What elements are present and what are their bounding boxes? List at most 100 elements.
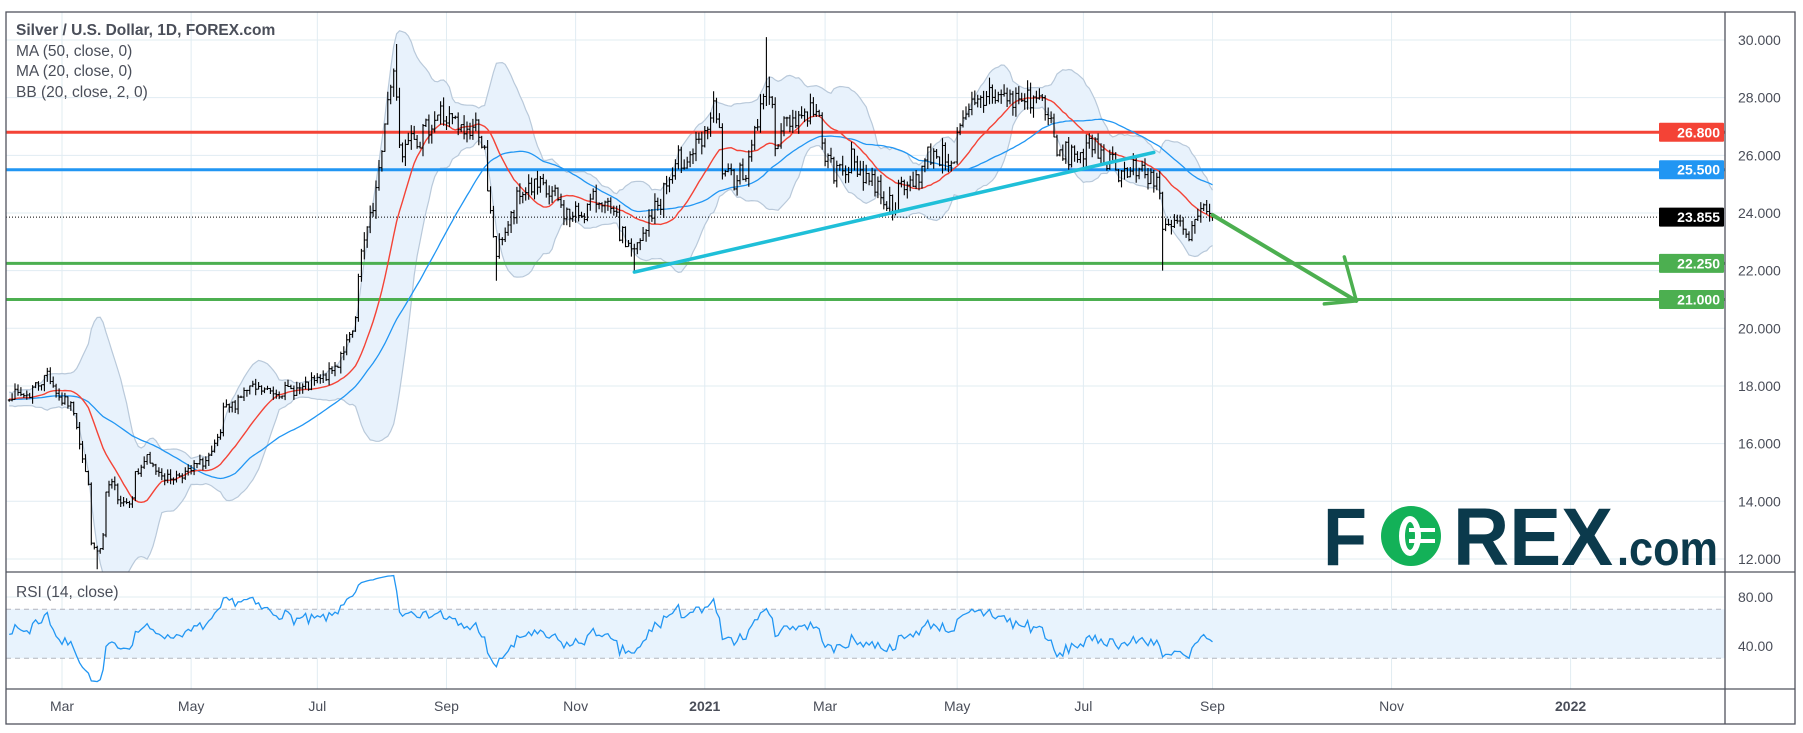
level-badge-bg (1659, 253, 1724, 273)
price-bar (22, 393, 26, 398)
price-bar (767, 76, 771, 105)
price-bar (1002, 84, 1006, 97)
price-bar (788, 114, 792, 133)
price-bar (923, 158, 927, 173)
price-bar (492, 205, 495, 238)
price-bar (703, 126, 707, 148)
price-bar (1038, 88, 1041, 100)
price-bar (1087, 133, 1091, 149)
price-bar (13, 383, 17, 401)
price-bar (976, 94, 980, 108)
price-bar (902, 179, 906, 196)
price-bar (908, 175, 912, 192)
legend-ma20[interactable]: MA (20, close, 0) (16, 63, 133, 80)
price-bar (1137, 167, 1141, 180)
price-bar (770, 96, 774, 109)
price-bar (694, 131, 698, 162)
price-bar (712, 91, 715, 123)
price-bar (84, 454, 87, 473)
price-bar (497, 233, 501, 259)
price-bar (371, 202, 375, 217)
price-bar (1187, 231, 1191, 242)
price-bar (1196, 208, 1200, 221)
legend-bb[interactable]: BB (20, close, 2, 0) (16, 83, 148, 101)
price-bar (856, 155, 859, 177)
price-bar (110, 478, 114, 489)
price-bar (715, 97, 718, 124)
price-bar (1055, 134, 1059, 157)
price-bar (1070, 144, 1073, 168)
price-bar (1117, 169, 1120, 183)
price-bar (876, 176, 880, 199)
price-bar (351, 330, 354, 338)
price-bar (51, 376, 55, 388)
price-bar (1181, 217, 1185, 235)
price-bar (436, 114, 440, 121)
price-bar (982, 90, 985, 113)
price-bar (92, 542, 96, 550)
forecast-arrow-head (1322, 255, 1359, 306)
price-bar (227, 403, 231, 413)
price-bar (797, 111, 801, 134)
price-bar (383, 123, 387, 152)
price-bar (729, 163, 733, 176)
price-tick-label: 14.000 (1738, 493, 1781, 509)
price-bar (304, 376, 307, 390)
price-bar (169, 469, 172, 485)
price-bar (1193, 218, 1197, 234)
price-bar (615, 205, 619, 217)
price-bar (1146, 168, 1150, 190)
price-bar (254, 378, 258, 396)
price-bar (905, 181, 909, 199)
price-bar (468, 122, 472, 140)
price-bar (104, 491, 108, 538)
price-bar (782, 116, 786, 137)
price-bar (938, 156, 941, 167)
price-bar (547, 185, 551, 205)
rsi-legend[interactable]: RSI (14, close) (16, 584, 119, 601)
price-bar (60, 392, 64, 406)
price-bar (374, 180, 378, 219)
price-bar (495, 236, 498, 281)
price-bar (324, 373, 328, 381)
price-bar (503, 227, 507, 242)
grid (6, 12, 1725, 689)
price-bar (1205, 200, 1209, 215)
price-bar (580, 211, 583, 218)
price-bar (571, 211, 575, 222)
price-bar (271, 386, 275, 400)
price-bar (541, 173, 545, 186)
price-bar (785, 116, 789, 127)
price-bar (1032, 95, 1035, 118)
price-bar (101, 533, 105, 550)
forecast-arrow-line (1210, 212, 1359, 303)
price-bar (500, 237, 504, 246)
price-bar (583, 213, 586, 224)
price-bar (973, 90, 977, 106)
price-bar (1067, 137, 1071, 170)
price-tick-label: 24.000 (1738, 205, 1781, 221)
price-bar (95, 545, 99, 570)
price-bar (201, 457, 205, 471)
price-bar (57, 388, 61, 401)
price-bar (421, 124, 425, 157)
price-bar (553, 184, 557, 197)
level-badge-bg (1659, 122, 1724, 142)
price-bar (336, 365, 340, 368)
price-bar (656, 197, 660, 211)
price-bar (480, 135, 484, 149)
chart-background (6, 12, 1795, 724)
price-bar (630, 238, 633, 257)
price-bar (691, 148, 695, 164)
price-bar (509, 211, 513, 233)
price-bar (1155, 172, 1159, 191)
price-bar (1046, 107, 1050, 126)
price-bar (298, 382, 302, 395)
rsi-line (9, 574, 1213, 683)
price-bar (556, 187, 560, 202)
price-bar (591, 188, 595, 200)
price-bar (154, 463, 158, 475)
price-bar (624, 226, 627, 248)
legend-ma50[interactable]: MA (50, close, 0) (16, 42, 133, 60)
